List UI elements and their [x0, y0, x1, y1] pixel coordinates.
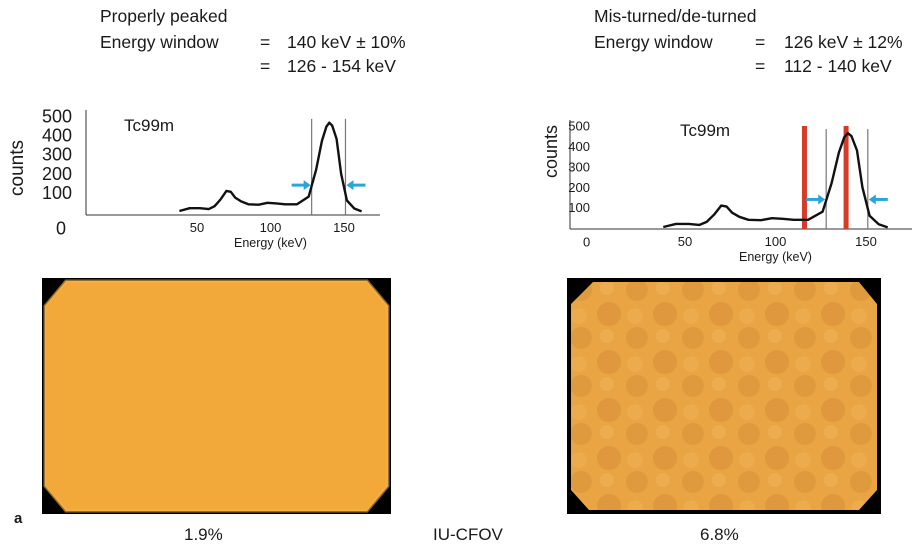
left-xlabel: Energy (keV) [234, 236, 307, 250]
right-xtick-label: 50 [678, 234, 692, 249]
left-title: Properly peaked [100, 6, 228, 26]
right-chart-title: Tc99m [680, 121, 730, 140]
right-ytick-label: 0 [583, 235, 590, 250]
left-upper-arrowhead [346, 180, 354, 191]
left-eq-2: = [260, 56, 271, 76]
right-mistuned-window-bar [801, 126, 807, 229]
right-flood-image [567, 278, 881, 514]
left-lower-arrowhead [303, 180, 311, 191]
left-ytick-label: 300 [42, 145, 72, 165]
left-window-value: 140 keV ± 10% [287, 32, 406, 52]
right-uniformity-value: 6.8% [700, 525, 739, 544]
right-ytick-label: 500 [568, 119, 590, 134]
left-ytick-label: 500 [42, 106, 72, 126]
left-flood-field [45, 281, 388, 511]
left-xtick-label: 100 [260, 220, 282, 235]
right-ytick-label: 300 [568, 159, 590, 174]
panel-letter: a [14, 510, 23, 527]
left-ytick-label: 400 [42, 126, 72, 146]
right-window-range: 112 - 140 keV [784, 56, 892, 76]
right-xlabel: Energy (keV) [739, 250, 812, 264]
right-title: Mis-turned/de-turned [594, 6, 757, 26]
right-upper-arrowhead [868, 194, 876, 205]
right-xtick-label: 150 [855, 234, 877, 249]
right-mistuned-window-bar [843, 126, 849, 229]
left-chart-title: Tc99m [124, 116, 174, 135]
right-xtick-label: 100 [765, 234, 787, 249]
right-ytick-label: 400 [568, 139, 590, 154]
left-xtick-label: 50 [190, 220, 204, 235]
right-flood-field [571, 282, 877, 510]
left-flood-image [42, 278, 391, 514]
left-window-label: Energy window [100, 32, 219, 52]
right-ytick-label: 100 [568, 200, 590, 215]
right-lower-arrowhead [818, 194, 826, 205]
right-eq-1: = [755, 32, 766, 52]
right-ytick-label: 200 [568, 180, 590, 195]
left-window-range: 126 - 154 keV [287, 56, 396, 76]
left-spectrum-line [179, 121, 363, 213]
iu-cfov-label: IU-CFOV [433, 525, 503, 544]
left-xtick-label: 150 [333, 220, 355, 235]
left-ytick-label: 100 [42, 183, 72, 203]
right-spectrum-line [663, 131, 889, 229]
right-window-label: Energy window [594, 32, 713, 52]
left-ytick-label: 0 [56, 218, 66, 238]
left-uniformity-value: 1.9% [184, 525, 223, 544]
right-window-value: 126 keV ± 12% [784, 32, 903, 52]
left-ytick-label: 200 [42, 164, 72, 184]
left-eq-1: = [260, 32, 271, 52]
right-eq-2: = [755, 56, 766, 76]
